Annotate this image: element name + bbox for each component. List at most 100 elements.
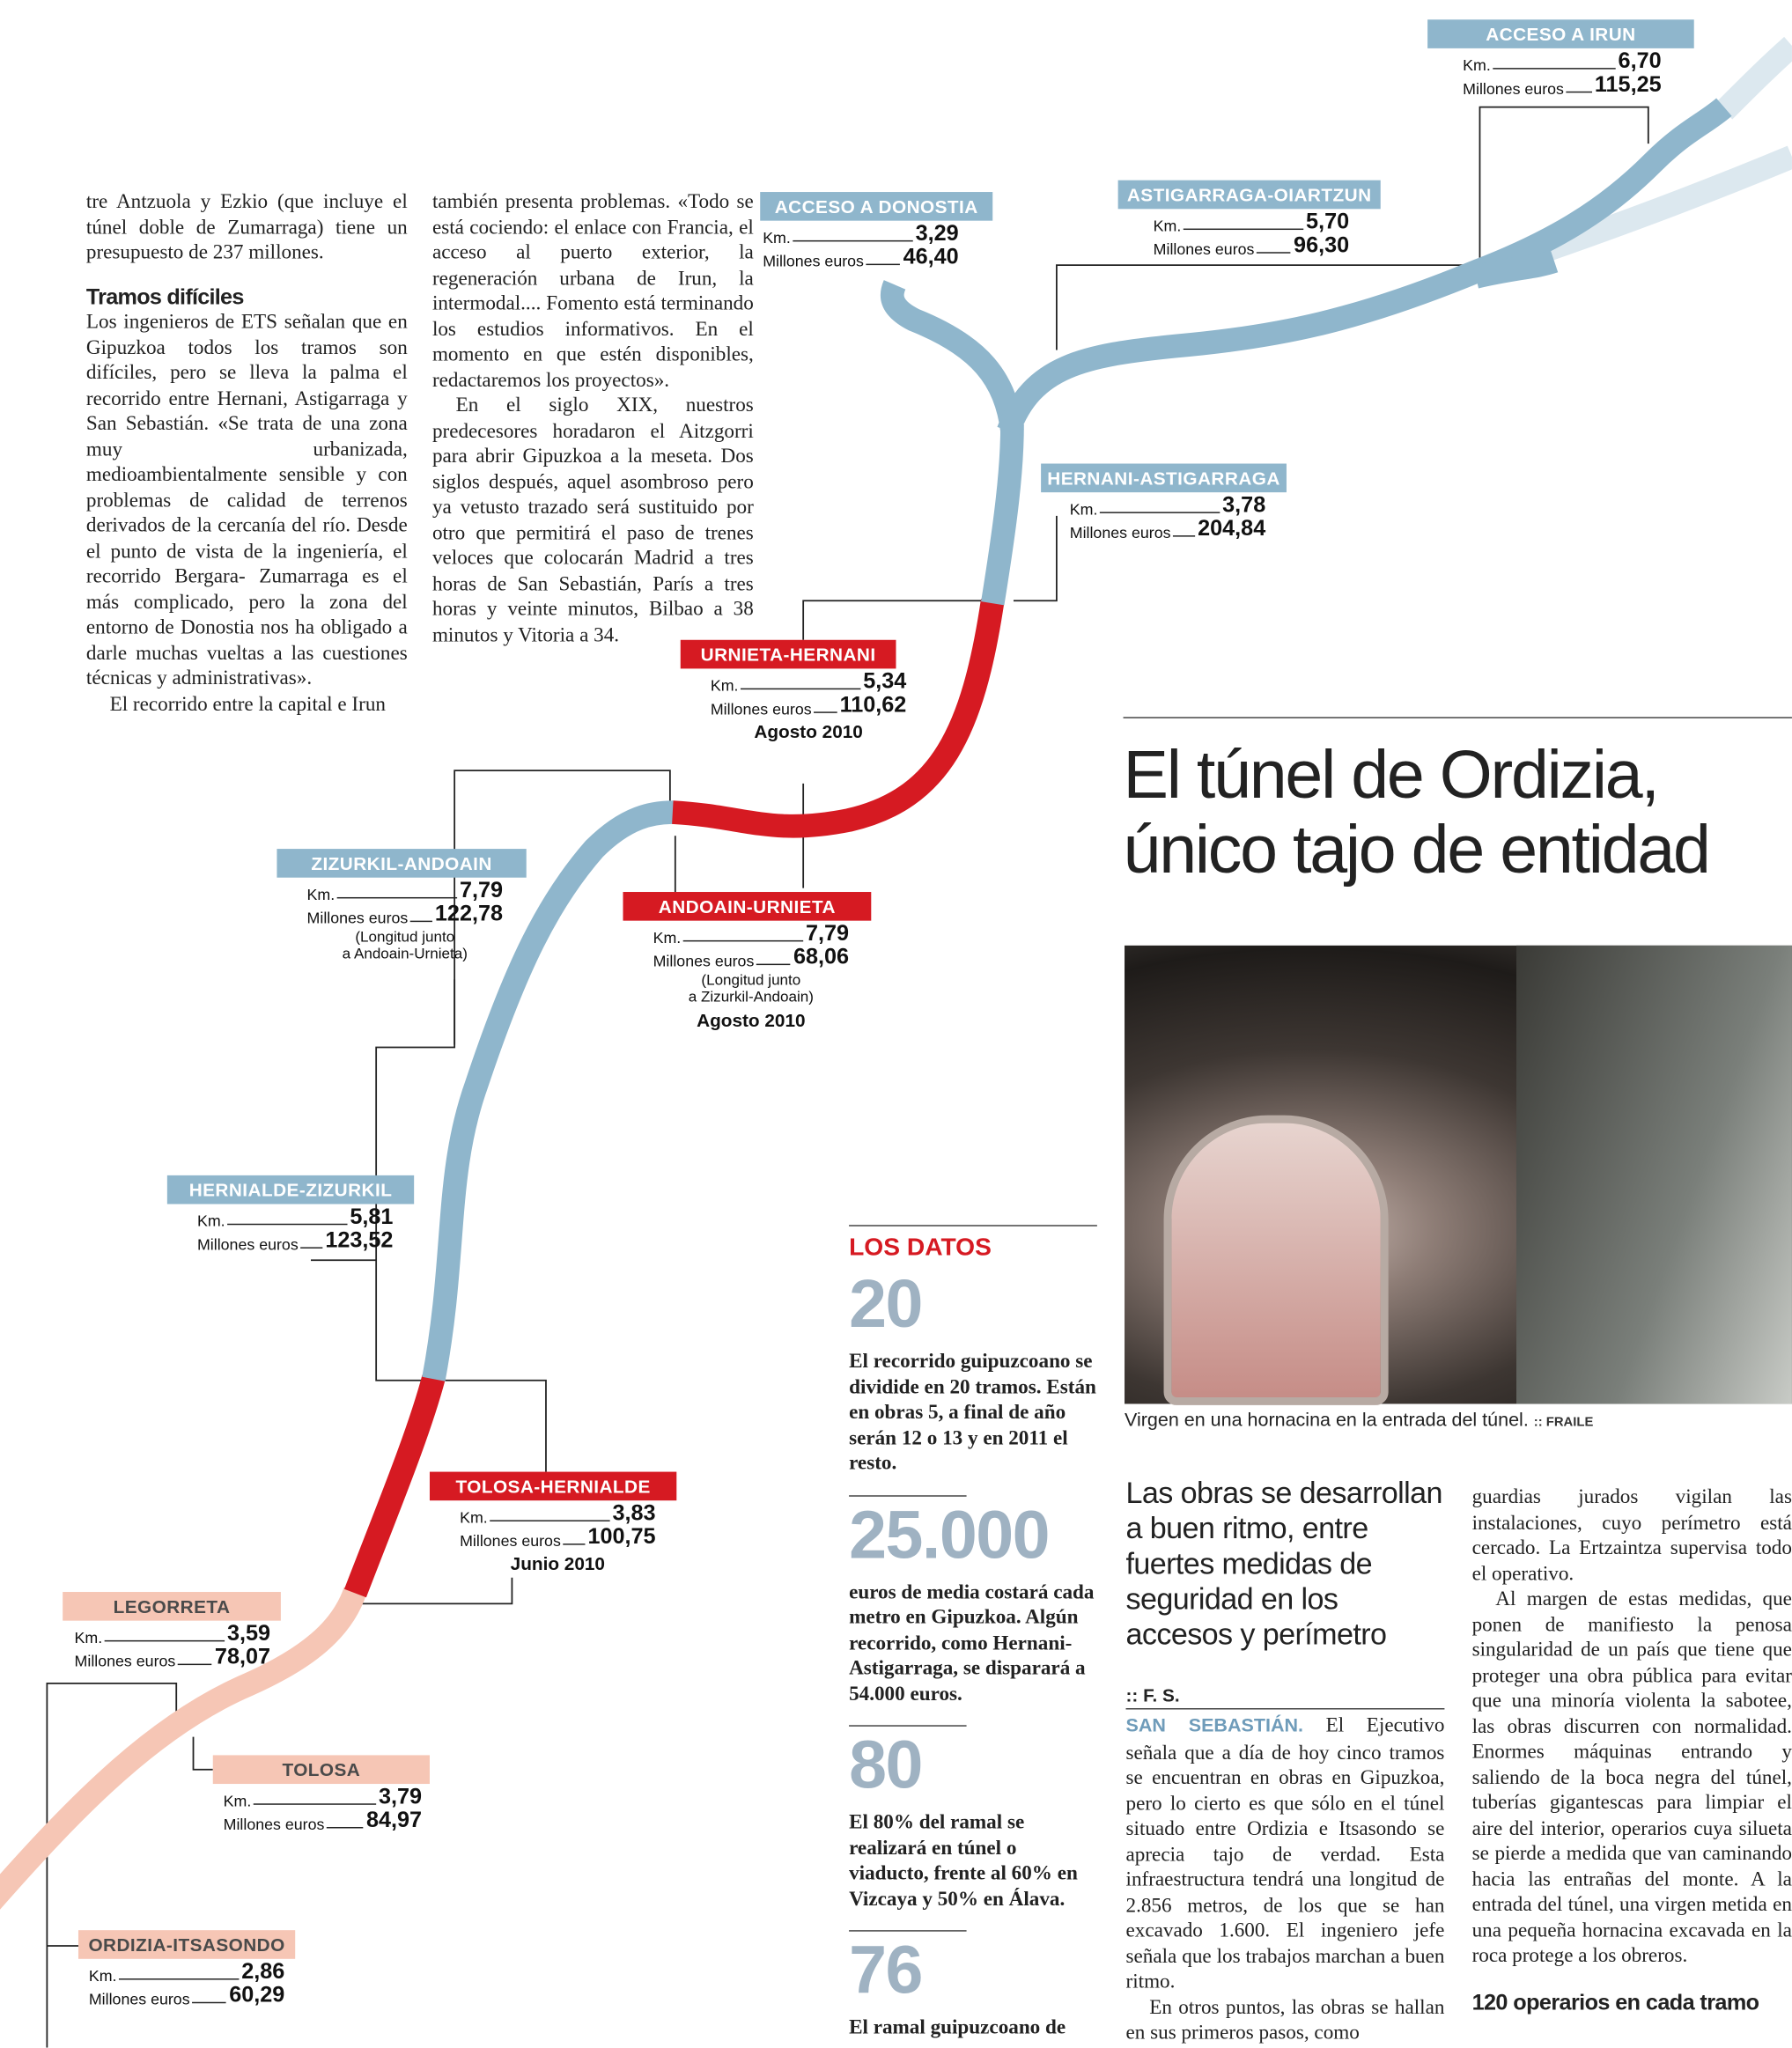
paragraph: El recorrido entre la capital e Irun [86, 691, 408, 717]
info-value: 6,70 [1619, 48, 1662, 75]
info-label: Millones euros [75, 1652, 176, 1670]
section-header: ANDOAIN-URNIETA [623, 892, 871, 921]
section-header: ACCESO A DONOSTIA [760, 192, 992, 221]
datos-number: 80 [849, 1727, 1097, 1805]
section-info: Km. 3,78 Millones euros 204,84 [1070, 495, 1265, 541]
info-row: Millones euros 204,84 [1070, 519, 1265, 542]
info-value: 78,07 [215, 1644, 270, 1670]
info-label: Km. [197, 1212, 225, 1230]
info-value: 3,29 [916, 221, 959, 247]
info-value: 204,84 [1198, 516, 1265, 542]
info-label: Km. [653, 929, 682, 947]
info-row: Millones euros115,25 [1463, 75, 1661, 99]
photo-caption-line: Virgen en una hornacina en la entrada de… [1125, 1411, 1593, 1432]
section-info: Km.5,34 Millones euros 110,62 Agosto 2010 [711, 671, 906, 741]
info-row: Km. 3,78 [1070, 495, 1265, 519]
article-column-1: SAN SEBASTIÁN. El Ejecutivo señala que a… [1126, 1713, 1445, 2045]
section-header: ACCESO A IRUN [1427, 19, 1694, 48]
section-date: Junio 2010 [460, 1553, 655, 1574]
crosshead: 120 operarios en cada tramo [1472, 1990, 1792, 2015]
subheading: Tramos difíciles [86, 284, 408, 310]
info-value: 7,79 [460, 878, 503, 904]
info-value: 5,34 [863, 668, 906, 695]
section-header: ZIZURKIL-ANDOAIN [277, 849, 526, 878]
leader [410, 921, 432, 922]
leader [254, 1803, 376, 1804]
section-date: Agosto 2010 [711, 721, 906, 742]
info-row: Millones euros 46,40 [763, 247, 958, 270]
info-row: Millones euros 110,62 [711, 695, 906, 718]
info-label: Millones euros [89, 1990, 190, 2008]
article-column-2: guardias jurados vigilan las instalacion… [1472, 1484, 1792, 2015]
info-value: 60,29 [229, 1982, 284, 2008]
datos-rule [849, 1225, 1097, 1226]
section-header: ORDIZIA-ITSASONDO [78, 1930, 295, 1959]
photo-niche [1164, 1116, 1389, 1405]
paragraph: Los ingenieros de ETS señalan que en Gip… [86, 310, 408, 692]
leader [228, 1224, 348, 1225]
leader [337, 897, 457, 898]
info-label: Millones euros [763, 252, 864, 270]
info-row: Km.3,59 [75, 1624, 270, 1647]
info-label: Km. [224, 1792, 252, 1810]
info-value: 68,06 [793, 944, 849, 970]
info-value: 46,40 [903, 244, 959, 270]
info-label: Km. [89, 1967, 117, 1985]
info-value: 123,52 [325, 1227, 393, 1254]
leader [564, 1543, 586, 1544]
info-row: Millones euros 78,07 [75, 1647, 270, 1670]
datos-number: 76 [849, 1932, 1097, 2010]
section-info: Km. 3,29 Millones euros 46,40 [763, 224, 958, 270]
info-row: Km.5,70 [1154, 211, 1349, 235]
info-row: Km.3,83 [460, 1503, 655, 1527]
section-note: (Longitud junto a Zizurkil-Andoain) [653, 973, 849, 1007]
leader [815, 711, 837, 712]
info-row: Millones euros 68,06 [653, 947, 849, 970]
info-row: Km. 5,81 [197, 1206, 393, 1230]
info-value: 5,70 [1306, 209, 1349, 235]
paragraph: también presenta problemas. «Todo se est… [432, 189, 754, 393]
paragraph: tre Antzuola y Ezkio (que incluye el tún… [86, 189, 408, 266]
info-value: 110,62 [840, 692, 907, 718]
info-row: Millones euros100,75 [460, 1527, 655, 1551]
leader [1173, 535, 1195, 536]
info-row: Km.6,70 [1463, 51, 1661, 75]
info-row: Km.5,34 [711, 671, 906, 695]
leader [793, 240, 913, 241]
section-info: Km.2,86 Millones euros 60,29 [89, 1962, 284, 2008]
section-header: TOLOSA [213, 1755, 430, 1784]
section-info: Km. 5,81 Millones euros 123,52 [197, 1206, 393, 1253]
section-header: ASTIGARRAGA-OIARTZUN [1118, 180, 1381, 210]
info-label: Km. [1070, 500, 1098, 519]
info-label: Millones euros [460, 1532, 561, 1551]
info-label: Millones euros [1070, 524, 1171, 542]
info-value: 3,78 [1222, 492, 1265, 519]
info-label: Millones euros [711, 700, 812, 718]
info-row: Km.2,86 [89, 1962, 284, 1985]
leader [490, 1520, 610, 1521]
headline-rule [1124, 717, 1792, 718]
leader [119, 1978, 239, 1979]
leader [683, 940, 803, 941]
info-row: Millones euros 123,52 [197, 1230, 393, 1254]
leader [1184, 229, 1303, 230]
paragraph: En el siglo XIX, nuestros predecesores h… [432, 393, 754, 647]
info-label: Km. [763, 229, 791, 247]
section-info: Km.3,59 Millones euros 78,07 [75, 1624, 270, 1670]
section-header: HERNIALDE-ZIZURKIL [167, 1175, 414, 1204]
info-row: Km.3,79 [224, 1786, 422, 1810]
info-value: 5,81 [350, 1204, 393, 1231]
info-label: Km. [307, 886, 336, 904]
photo-caption: Virgen en una hornacina en la entrada de… [1125, 1411, 1529, 1432]
info-label: Millones euros [197, 1235, 299, 1254]
info-label: Millones euros [653, 952, 755, 970]
leader [327, 1827, 364, 1828]
datos-title: LOS DATOS [849, 1234, 1097, 1263]
info-row: Millones euros 60,29 [89, 1985, 284, 2008]
datos-number: 25.000 [849, 1496, 1097, 1574]
